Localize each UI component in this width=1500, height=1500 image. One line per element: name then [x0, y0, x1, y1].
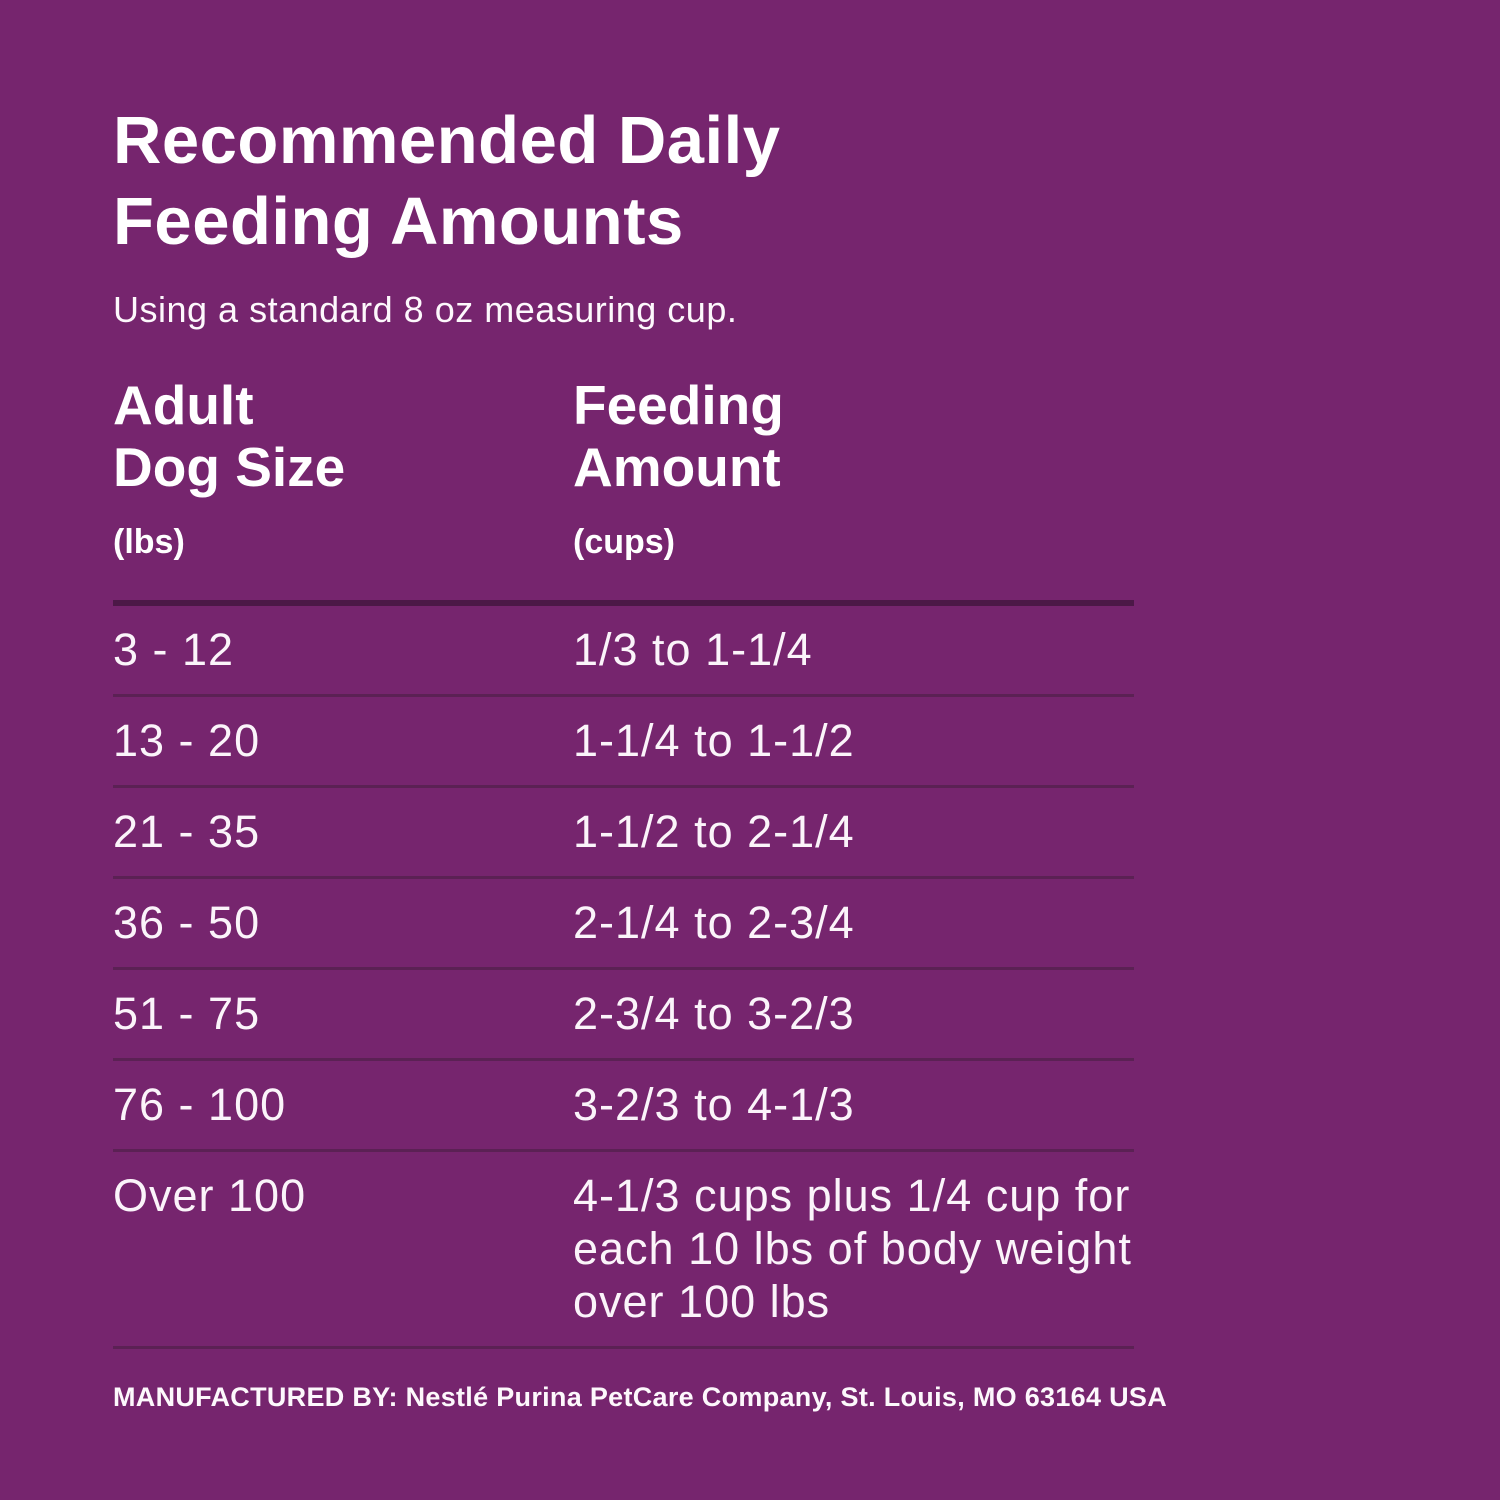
row-feeding-amount: 2-1/4 to 2-3/4 — [573, 897, 855, 948]
row-feeding-amount: 1/3 to 1-1/4 — [573, 624, 813, 675]
table-row: 76 - 100 3-2/3 to 4-1/3 — [113, 1061, 1134, 1152]
page-subtitle: Using a standard 8 oz measuring cup. — [113, 289, 738, 330]
row-dog-size: 3 - 12 — [113, 624, 235, 675]
row-dog-size: 51 - 75 — [113, 988, 261, 1039]
column-headers: Adult Dog Size Feeding Amount — [113, 374, 1134, 498]
row-dog-size: 76 - 100 — [113, 1079, 287, 1130]
row-dog-size: Over 100 — [113, 1170, 307, 1221]
column-units: (lbs) (cups) — [113, 522, 1134, 562]
row-feeding-amount: 1-1/4 to 1-1/2 — [573, 715, 855, 766]
table-row: 13 - 20 1-1/4 to 1-1/2 — [113, 697, 1134, 788]
header-divider — [113, 600, 1134, 606]
row-feeding-amount: 2-3/4 to 3-2/3 — [573, 988, 855, 1039]
table-row: 21 - 35 1-1/2 to 2-1/4 — [113, 788, 1134, 879]
table-row: Over 100 4-1/3 cups plus 1/4 cup for eac… — [113, 1152, 1134, 1349]
row-dog-size: 13 - 20 — [113, 715, 261, 766]
row-feeding-amount: 4-1/3 cups plus 1/4 cup for each 10 lbs … — [573, 1170, 1132, 1327]
row-feeding-amount: 1-1/2 to 2-1/4 — [573, 806, 855, 857]
table-row: 51 - 75 2-3/4 to 3-2/3 — [113, 970, 1134, 1061]
page-title: Recommended Daily Feeding Amounts — [113, 103, 781, 259]
panel-content: Recommended Daily Feeding Amounts Using … — [113, 0, 1167, 1414]
row-dog-size: 36 - 50 — [113, 897, 261, 948]
feeding-table: 3 - 12 1/3 to 1-1/4 13 - 20 1-1/4 to 1-1… — [113, 606, 1134, 1349]
table-row: 3 - 12 1/3 to 1-1/4 — [113, 606, 1134, 697]
row-dog-size: 21 - 35 — [113, 806, 261, 857]
column-header-dog-size: Adult Dog Size — [113, 374, 346, 498]
column-unit-cups: (cups) — [573, 523, 675, 561]
manufacturer-note: MANUFACTURED BY: Nestlé Purina PetCare C… — [113, 1382, 1167, 1412]
row-feeding-amount: 3-2/3 to 4-1/3 — [573, 1079, 855, 1130]
column-unit-lbs: (lbs) — [113, 523, 185, 561]
column-header-feeding-amount: Feeding Amount — [573, 374, 784, 498]
table-row: 36 - 50 2-1/4 to 2-3/4 — [113, 879, 1134, 970]
